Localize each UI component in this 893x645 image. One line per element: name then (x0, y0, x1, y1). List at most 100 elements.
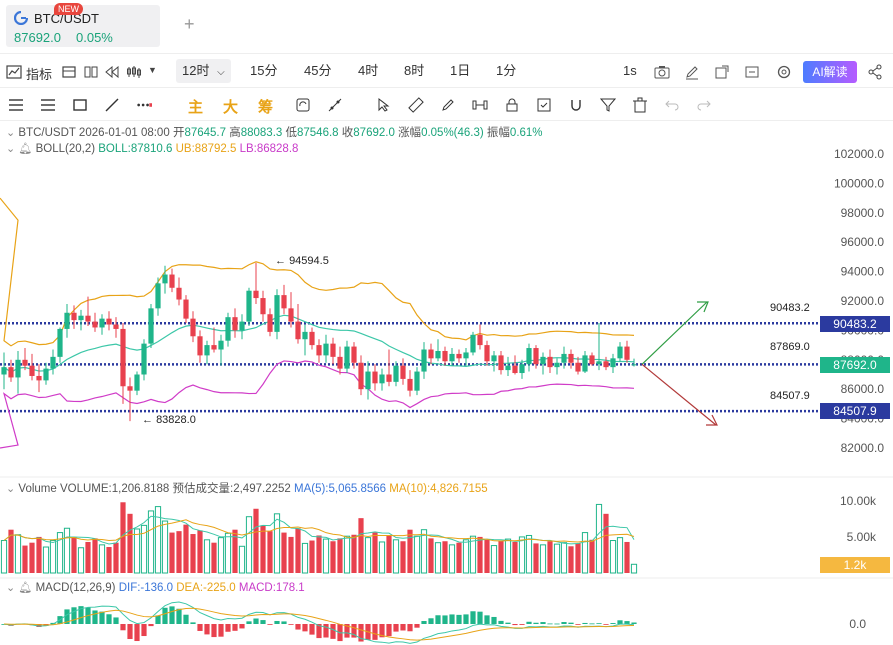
macd-histogram-bar (414, 624, 420, 628)
select-icon[interactable] (376, 97, 392, 113)
candle-body (484, 345, 490, 362)
legend-symbol: BTC/USDT (18, 127, 76, 139)
menu-icon[interactable] (8, 97, 24, 113)
settings-gear-icon[interactable] (776, 64, 792, 80)
macd-histogram-bar (36, 624, 42, 627)
volume-price-box: 1.2k (820, 557, 890, 573)
more-dots-icon[interactable] (136, 97, 152, 113)
volume-bar (0, 540, 8, 574)
redo-icon[interactable] (696, 97, 712, 113)
add-tab-button[interactable]: + (184, 14, 195, 34)
interval-1m[interactable]: 1分 (496, 63, 517, 78)
interval-15m[interactable]: 15分 (250, 63, 278, 78)
template-icon[interactable] (62, 65, 76, 79)
volume-bar (154, 506, 162, 574)
list-icon[interactable] (40, 97, 56, 113)
collapse-chevron-icon[interactable]: ⌄ (6, 143, 16, 155)
macd-histogram-bar (330, 624, 336, 639)
candle-body (575, 362, 581, 372)
interval-1s[interactable]: 1s (623, 63, 637, 78)
macd-histogram-bar (295, 624, 301, 630)
filter-icon[interactable] (600, 97, 616, 113)
tab-big-order[interactable]: 大 (223, 99, 239, 116)
volume-bar (330, 541, 336, 573)
candle-body (582, 355, 588, 372)
pencil-icon[interactable] (684, 64, 700, 80)
chart-type-icon[interactable] (126, 65, 144, 79)
measure-icon[interactable] (327, 97, 343, 113)
trendline-icon[interactable] (104, 97, 120, 113)
candle-body (512, 365, 518, 374)
legend-change: 0.05%(46.3) (421, 127, 484, 139)
undo-icon[interactable] (664, 97, 680, 113)
chart-type-chevron-icon[interactable]: ▼ (148, 65, 157, 75)
ai-analysis-button[interactable]: AI解读 (803, 61, 857, 83)
indicators-icon[interactable] (6, 65, 22, 79)
up-arrow-head (697, 301, 709, 313)
tab-main-indicator[interactable]: 主 (188, 99, 204, 116)
collapse-chevron-icon[interactable]: ⌄ (6, 582, 16, 594)
price-axis-tick: 100000.0 (834, 176, 884, 190)
camera-icon[interactable] (654, 64, 670, 80)
chart-toolbar: 指标 ▼ 12时 ⌵ 15分 45分 4时 8时 1日 1分 1s AI解读 (0, 56, 893, 88)
volume-ma10: MA(10):4,826.7155 (389, 483, 488, 495)
magnet-icon[interactable] (568, 97, 584, 113)
rectangle-icon[interactable] (72, 97, 88, 113)
layout-icon[interactable] (84, 65, 98, 79)
replay-icon[interactable] (104, 65, 120, 79)
legend-close-label: 收 (341, 127, 354, 139)
volume-bar (295, 528, 301, 573)
volume-bar (169, 532, 175, 573)
symbol-tab[interactable]: BTC/USDT NEW 87692.0 0.05% (6, 3, 160, 47)
lock-icon[interactable] (504, 97, 520, 113)
macd-histogram-bar (617, 620, 623, 624)
indicators-button[interactable]: 指标 (26, 67, 53, 82)
dumbbell-icon[interactable] (472, 97, 488, 113)
candle-body (106, 318, 112, 325)
volume-bar (469, 535, 477, 574)
chart-canvas[interactable]: 82000.084000.086000.088000.090000.092000… (0, 120, 893, 645)
volume-bar (337, 538, 343, 573)
trash-icon[interactable] (632, 97, 648, 113)
volume-bar (42, 546, 50, 574)
price-axis-tick: 94000.0 (841, 265, 885, 279)
macd-histogram-bar (442, 615, 448, 624)
volume-bar (512, 541, 518, 573)
collapse-chevron-icon[interactable]: ⌄ (6, 127, 16, 139)
interval-selector[interactable]: 12时 ⌵ (176, 59, 231, 83)
volume-bar (217, 537, 225, 574)
interval-8h[interactable]: 8时 (404, 63, 425, 78)
candle-body (568, 353, 574, 363)
template-check-icon[interactable] (536, 97, 552, 113)
volume-bar (568, 546, 574, 573)
volume-bar (288, 536, 294, 573)
volume-bar (113, 542, 119, 573)
candle-body (8, 367, 14, 378)
sync-icon[interactable] (295, 97, 311, 113)
macd-histogram-bar (197, 624, 203, 631)
candle-body (22, 359, 28, 366)
candle-body (281, 295, 287, 309)
candle-body (519, 364, 525, 374)
candle-body (337, 356, 343, 369)
macd-histogram-bar (211, 624, 217, 638)
interval-1d[interactable]: 1日 (450, 63, 471, 78)
candle-body (190, 318, 196, 337)
brush-icon[interactable] (440, 97, 456, 113)
popout-icon[interactable] (714, 64, 730, 80)
interval-4h[interactable]: 4时 (358, 63, 379, 78)
bell-icon[interactable]: 🔔︎ (18, 582, 33, 594)
price-axis-tick: 82000.0 (841, 441, 885, 455)
bell-icon[interactable]: 🔔︎ (18, 143, 33, 155)
macd-histogram-bar (505, 622, 511, 624)
candle-body (316, 345, 322, 356)
share-icon[interactable] (867, 64, 883, 80)
interval-45m[interactable]: 45分 (304, 63, 332, 78)
candle-body (309, 331, 315, 346)
collapse-chevron-icon[interactable]: ⌄ (6, 483, 16, 495)
tab-chips[interactable]: 筹 (258, 99, 274, 116)
fullscreen-icon[interactable] (744, 64, 760, 80)
candle-body (225, 317, 231, 341)
ruler-icon[interactable] (408, 97, 424, 113)
macd-histogram-bar (428, 618, 434, 624)
